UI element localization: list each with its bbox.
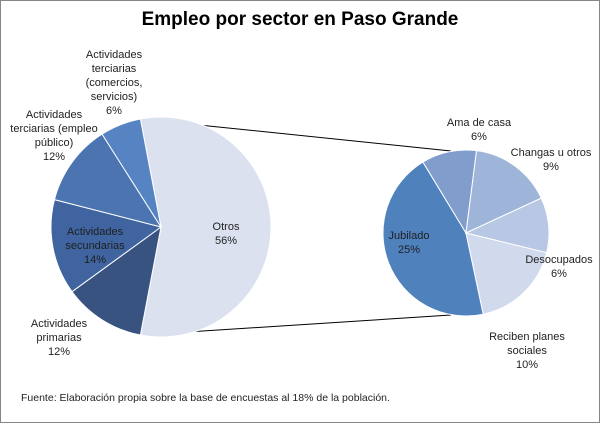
label-actividades-secundarias: Actividades secundarias 14% [65,226,125,266]
chart-title: Empleo por sector en Paso Grande [142,9,459,30]
slice-actividades-terciarias-comercios-servicios [101,118,162,228]
slice-actividades-secundarias [50,199,163,293]
label-reciben-planes-sociales: Reciben planes sociales 10% [489,331,565,371]
label-ama-de-casa: Ama de casa 6% [447,117,512,143]
slice-actividades-terciarias-empleo-publico [53,133,163,228]
label-actividades-terciarias-comercios-servicios: Actividades terciarias (comercios, servicio… [86,49,143,117]
source-note: Fuente: Elaboración propia sobre la base… [21,392,390,404]
label-changas-u-otros: Changas u otros 9% [511,147,592,173]
secondary-pie [382,149,550,317]
label-desocupados: Desocupados 6% [525,254,593,280]
label-actividades-terciarias-empleo-publico: Actividades terciarias (empleo público) 12% [10,109,97,163]
primary-pie [50,116,272,338]
data-labels: Otros 56% Actividades primarias 12% Actividad… [10,49,593,371]
slice-changas-u-otros [465,150,542,234]
label-actividades-primarias: Actividades primarias 12% [31,318,88,358]
slice-otros [139,116,272,338]
slice-reciben-planes-sociales [465,232,548,315]
label-otros: Otros 56% [213,221,240,247]
slice-actividades-primarias [71,225,162,336]
label-jubilado: Jubilado 25% [389,230,430,256]
slice-jubilado [382,161,484,317]
